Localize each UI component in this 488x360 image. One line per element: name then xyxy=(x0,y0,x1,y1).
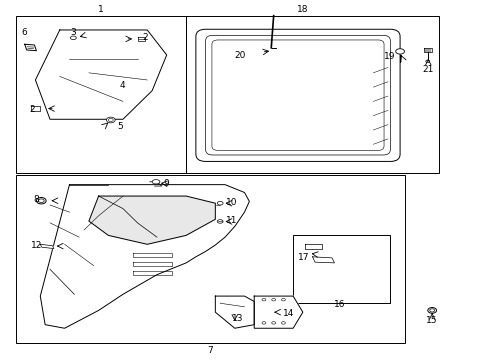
Polygon shape xyxy=(137,37,144,41)
Text: 10: 10 xyxy=(225,198,237,207)
Text: 15: 15 xyxy=(426,315,437,324)
Text: 12: 12 xyxy=(31,241,42,250)
Text: 19: 19 xyxy=(383,52,394,61)
Polygon shape xyxy=(305,244,322,249)
Ellipse shape xyxy=(271,298,275,301)
Text: 13: 13 xyxy=(232,314,244,323)
Ellipse shape xyxy=(152,180,160,184)
Text: 8: 8 xyxy=(34,195,39,204)
Polygon shape xyxy=(35,30,166,119)
Ellipse shape xyxy=(108,118,113,122)
Ellipse shape xyxy=(281,321,285,324)
Polygon shape xyxy=(424,48,431,52)
Polygon shape xyxy=(312,257,334,263)
Text: 4: 4 xyxy=(119,81,124,90)
Text: 2: 2 xyxy=(30,105,35,114)
Bar xyxy=(186,16,438,173)
Ellipse shape xyxy=(281,298,285,301)
Text: 3: 3 xyxy=(70,28,76,37)
Polygon shape xyxy=(40,185,249,328)
Text: 16: 16 xyxy=(333,300,345,309)
Polygon shape xyxy=(215,296,254,328)
Polygon shape xyxy=(40,244,54,249)
Text: 11: 11 xyxy=(225,216,237,225)
Ellipse shape xyxy=(271,321,275,324)
Ellipse shape xyxy=(217,202,223,205)
Ellipse shape xyxy=(425,60,429,63)
Text: 9: 9 xyxy=(163,179,169,188)
FancyBboxPatch shape xyxy=(205,35,389,155)
FancyBboxPatch shape xyxy=(211,40,383,150)
Ellipse shape xyxy=(429,309,434,312)
FancyBboxPatch shape xyxy=(196,29,399,161)
Polygon shape xyxy=(25,44,36,51)
Text: 18: 18 xyxy=(297,5,308,14)
Ellipse shape xyxy=(262,321,265,324)
Bar xyxy=(16,16,186,173)
Text: 14: 14 xyxy=(282,310,293,319)
Polygon shape xyxy=(254,296,302,328)
Ellipse shape xyxy=(38,199,44,203)
Text: 6: 6 xyxy=(21,28,26,37)
Text: 17: 17 xyxy=(298,253,309,262)
Bar xyxy=(16,175,404,342)
Text: 7: 7 xyxy=(207,346,213,355)
Text: 5: 5 xyxy=(118,122,123,131)
Text: 2: 2 xyxy=(142,33,147,42)
Ellipse shape xyxy=(70,36,76,40)
Ellipse shape xyxy=(427,307,436,313)
Ellipse shape xyxy=(395,49,404,54)
Text: 21: 21 xyxy=(421,65,432,74)
Text: 1: 1 xyxy=(98,5,104,14)
Ellipse shape xyxy=(36,198,46,204)
Text: 20: 20 xyxy=(233,51,245,60)
Polygon shape xyxy=(30,106,40,111)
Polygon shape xyxy=(89,196,215,244)
Ellipse shape xyxy=(217,220,223,223)
Ellipse shape xyxy=(106,117,115,123)
Bar xyxy=(292,235,389,303)
Ellipse shape xyxy=(262,298,265,301)
